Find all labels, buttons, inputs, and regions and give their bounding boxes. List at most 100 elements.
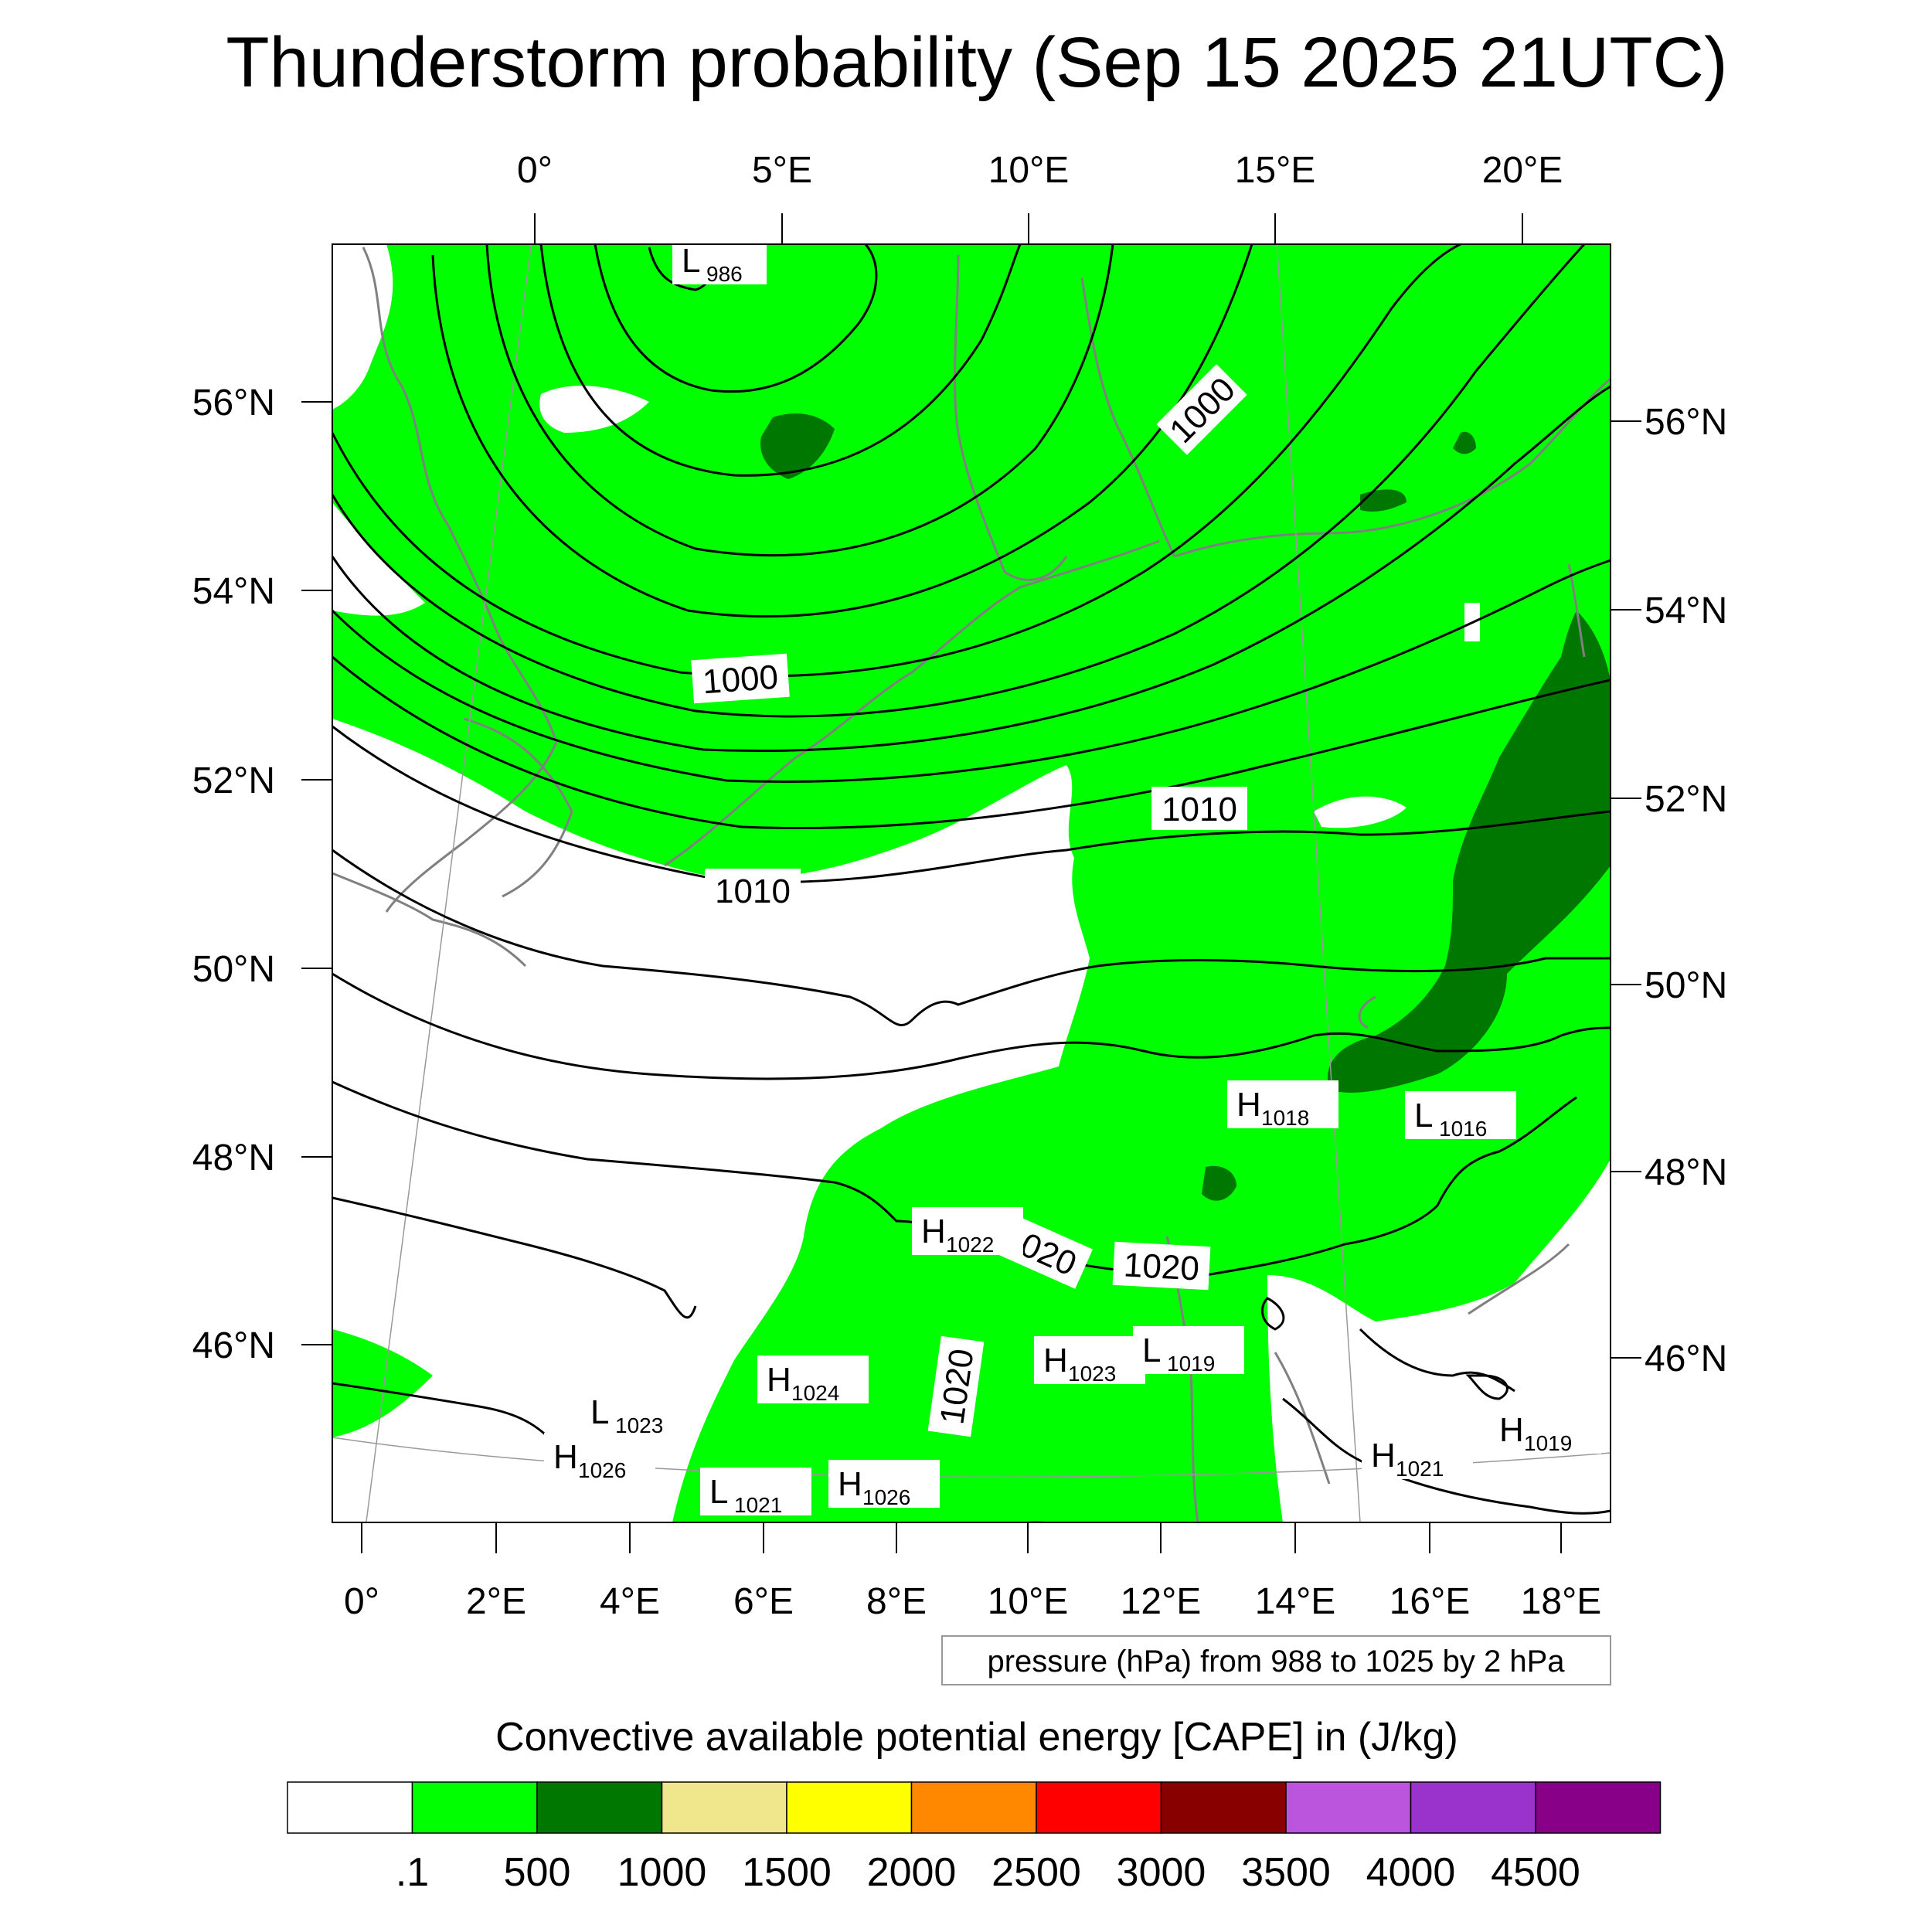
svg-text:1023: 1023	[1068, 1362, 1116, 1386]
left-ticks	[301, 401, 332, 1345]
svg-text:1010: 1010	[715, 872, 791, 910]
colorbar-swatch	[536, 1781, 663, 1834]
svg-text:1010: 1010	[1162, 791, 1237, 828]
top-lon-label-20e: 20°E	[1482, 150, 1563, 191]
colorbar-swatch	[1535, 1781, 1662, 1834]
map-plot-area: 1000 1000 1010 1010 1020 1020 1020 L 986H…	[332, 244, 1611, 1522]
cape-white-central-band	[332, 719, 1090, 1522]
right-lat-label-56n: 56°N	[1645, 402, 1727, 443]
pressure-center-label: H 1026	[828, 1460, 940, 1509]
svg-text:L: L	[1414, 1097, 1433, 1134]
right-lat-label-50n: 50°N	[1645, 965, 1727, 1006]
isobars	[332, 244, 1611, 1522]
coastlines	[332, 247, 1611, 1522]
cape-darkgreen-east	[1328, 611, 1611, 1093]
colorbar-swatch	[411, 1781, 538, 1834]
right-lat-label-52n: 52°N	[1645, 779, 1727, 820]
right-lat-label-54n: 54°N	[1645, 590, 1727, 631]
bottom-lon-label-6e: 6°E	[733, 1581, 794, 1622]
top-lon-label-0: 0°	[517, 150, 553, 191]
colorbar-label: .1	[396, 1850, 429, 1895]
right-lat-label-46n: 46°N	[1645, 1338, 1727, 1379]
svg-text:1026: 1026	[862, 1485, 910, 1509]
cape-darkgreen-north-sea	[760, 413, 835, 479]
contour-label-1020-c: 1020	[927, 1335, 985, 1437]
svg-text:1026: 1026	[578, 1458, 626, 1482]
pressure-center-label: L 1023	[581, 1388, 692, 1437]
svg-text:H: H	[838, 1465, 862, 1503]
cape-darkgreen-poland-spot	[1360, 489, 1406, 512]
pressure-center-label: H 1023	[1034, 1336, 1145, 1386]
colorbar-swatch	[786, 1781, 913, 1834]
svg-text:L: L	[590, 1393, 609, 1431]
contour-label-1010-east: 1010	[1151, 787, 1247, 830]
colorbar-label: 4000	[1366, 1850, 1456, 1895]
colorbar-swatch	[1285, 1781, 1412, 1834]
colorbar-label: 3500	[1241, 1850, 1331, 1895]
bottom-lon-label-2e: 2°E	[466, 1581, 526, 1622]
pressure-center-label: H 1022	[912, 1207, 1023, 1257]
colorbar-label: 4500	[1491, 1850, 1580, 1895]
right-ticks	[1611, 420, 1641, 1359]
cape-white-left-north	[332, 244, 393, 410]
left-lat-label-46n: 46°N	[192, 1325, 275, 1366]
colorbar-labels: .1 500 1000 1500 2000 2500 3000 3500 4000 4500	[396, 1850, 1580, 1895]
bottom-lon-label-18e: 18°E	[1521, 1581, 1602, 1622]
colorbar-title: Convective available potential energy [C…	[495, 1715, 1458, 1760]
svg-text:1000: 1000	[702, 658, 780, 702]
svg-text:H: H	[1236, 1086, 1261, 1124]
bottom-lon-label-8e: 8°E	[866, 1581, 927, 1622]
svg-text:L: L	[1142, 1332, 1161, 1369]
svg-text:L: L	[709, 1473, 728, 1511]
colorbar-label: 3000	[1117, 1850, 1206, 1895]
pressure-center-label: L 1016	[1405, 1091, 1516, 1141]
pressure-center-label: H 1021	[1362, 1431, 1473, 1481]
pressure-center-label: L 1021	[700, 1468, 811, 1517]
pressure-center-label: H 1018	[1227, 1080, 1338, 1130]
svg-text:1018: 1018	[1261, 1106, 1309, 1130]
svg-text:1016: 1016	[1439, 1117, 1487, 1141]
svg-text:1024: 1024	[791, 1381, 839, 1405]
colorbar-label: 1500	[742, 1850, 832, 1895]
bottom-lon-label-16e: 16°E	[1389, 1581, 1471, 1622]
svg-text:H: H	[767, 1361, 791, 1399]
cape-darkgreen-austria	[1202, 1165, 1236, 1201]
bottom-lon-label-10e: 10°E	[988, 1581, 1069, 1622]
svg-text:H: H	[553, 1438, 578, 1476]
colorbar-label: 1000	[617, 1850, 707, 1895]
contour-info-text: pressure (hPa) from 988 to 1025 by 2 hPa	[987, 1645, 1565, 1679]
svg-text:H: H	[1371, 1437, 1396, 1475]
svg-text:1019: 1019	[1524, 1431, 1572, 1455]
svg-text:H: H	[921, 1213, 946, 1250]
svg-text:1021: 1021	[734, 1493, 782, 1517]
cape-darkgreen-baltic	[1453, 431, 1476, 454]
colorbar	[287, 1781, 1662, 1834]
cape-white-patch-north	[539, 386, 649, 433]
left-lat-label-56n: 56°N	[192, 383, 275, 423]
bottom-lon-label-0: 0°	[344, 1581, 379, 1622]
left-lat-label-52n: 52°N	[192, 760, 275, 801]
colorbar-label: 500	[504, 1850, 571, 1895]
top-lon-label-10e: 10°E	[988, 150, 1070, 191]
contour-label-1010-west: 1010	[705, 869, 801, 912]
cape-white-patch-east	[1314, 796, 1406, 828]
svg-text:1020: 1020	[1123, 1246, 1200, 1287]
contour-label-1020-b: 1020	[1112, 1241, 1211, 1291]
colorbar-swatch	[287, 1781, 413, 1834]
top-lon-label-15e: 15°E	[1235, 150, 1316, 191]
colorbar-swatch	[1410, 1781, 1536, 1834]
left-lat-label-54n: 54°N	[192, 571, 275, 612]
top-lon-label-5e: 5°E	[752, 150, 812, 191]
bottom-lon-label-14e: 14°E	[1255, 1581, 1336, 1622]
map-title: Thunderstorm probability (Sep 15 2025 21…	[226, 23, 1727, 102]
pressure-center-label: L 1019	[1133, 1326, 1244, 1376]
contour-label-1000-mid: 1000	[691, 653, 790, 704]
svg-text:H: H	[1499, 1411, 1524, 1449]
contour-info-box: pressure (hPa) from 988 to 1025 by 2 hPa	[941, 1635, 1611, 1685]
bottom-lon-label-4e: 4°E	[600, 1581, 660, 1622]
svg-text:H: H	[1043, 1342, 1068, 1379]
colorbar-swatch	[661, 1781, 787, 1834]
svg-text:986: 986	[706, 262, 743, 286]
colorbar-label: 2000	[867, 1850, 957, 1895]
pressure-center-label: H 1026	[544, 1433, 655, 1482]
